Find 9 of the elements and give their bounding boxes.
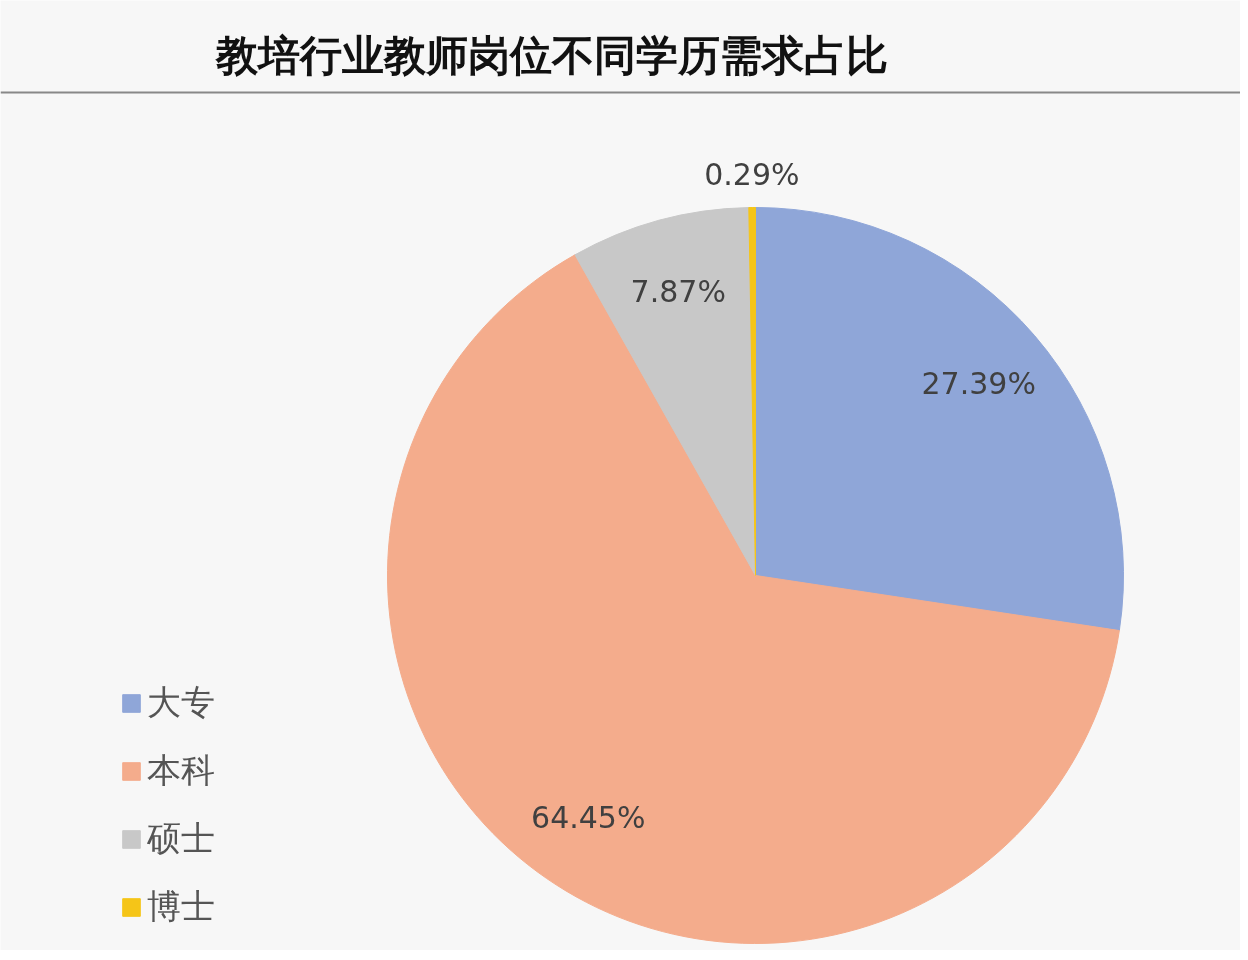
data-label: 0.29% bbox=[704, 156, 800, 192]
legend-label: 大专 bbox=[147, 681, 215, 724]
data-label: 64.45% bbox=[531, 800, 646, 836]
data-label: 7.87% bbox=[630, 273, 726, 309]
data-label: 27.39% bbox=[921, 366, 1036, 402]
legend-label: 博士 bbox=[147, 885, 215, 928]
chart-title: 教培行业教师岗位不同学历需求占比 bbox=[214, 31, 888, 80]
legend-label: 硕士 bbox=[147, 817, 215, 860]
legend-label: 本科 bbox=[147, 749, 215, 792]
